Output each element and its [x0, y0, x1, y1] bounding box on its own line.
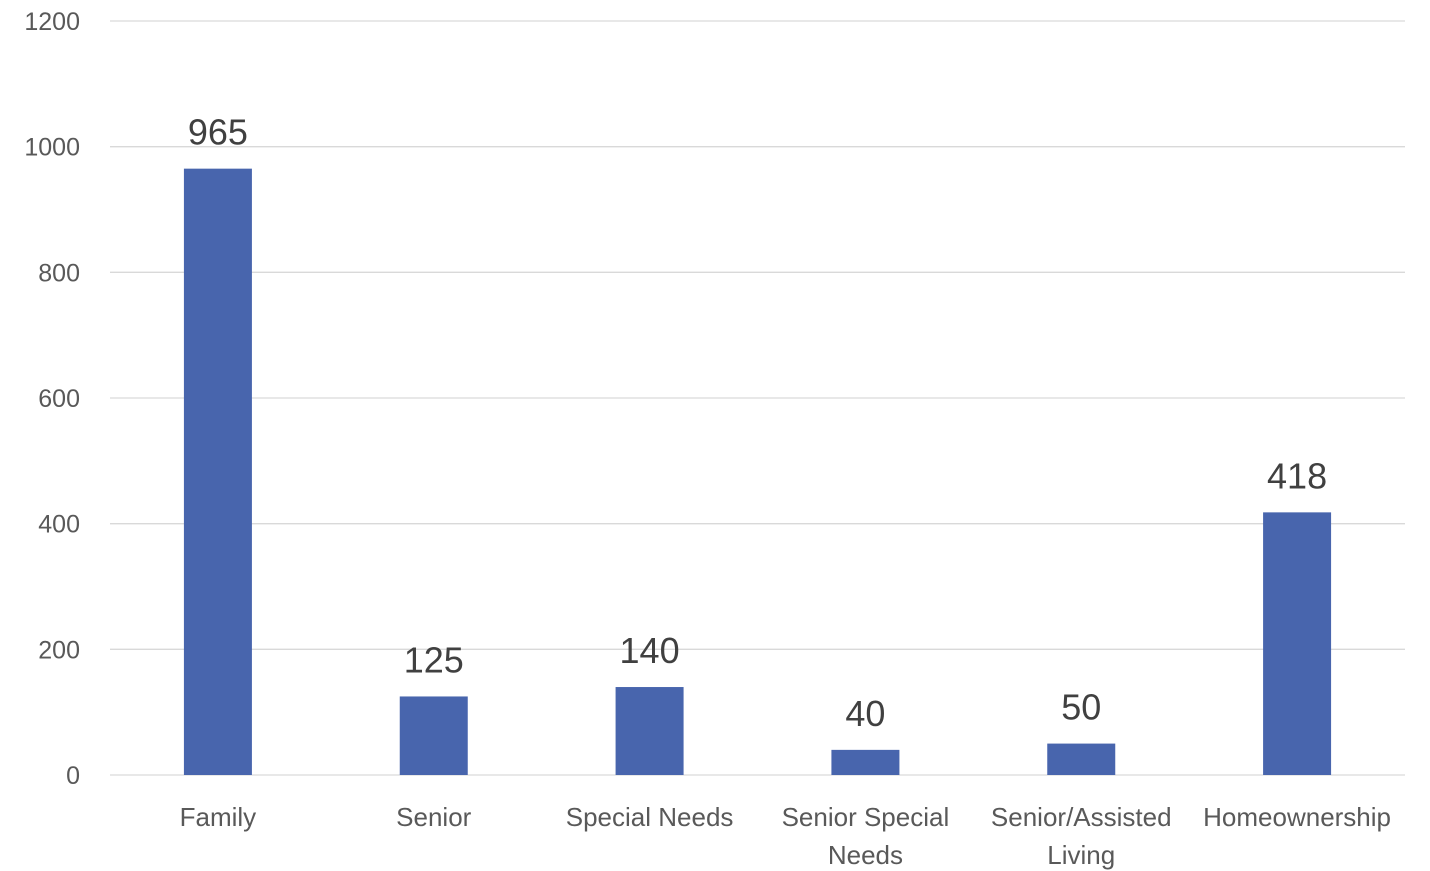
data-label-5: 418: [1267, 455, 1327, 496]
y-tick-label-800: 800: [38, 259, 80, 287]
category-label-3-line-1: Needs: [828, 840, 903, 870]
x-axis-category-labels: Family Senior Special Needs Senior Special N…: [180, 802, 1391, 870]
data-label-2: 140: [620, 630, 680, 671]
y-tick-label-400: 400: [38, 511, 80, 539]
bar-4: [1047, 743, 1116, 775]
category-label-1: Senior: [396, 802, 471, 832]
data-label-1: 125: [404, 639, 464, 680]
bar-3: [831, 749, 900, 775]
data-label-3: 40: [845, 693, 885, 734]
y-axis-tick-labels: 0 200 400 600 800 1000 1200: [24, 8, 80, 790]
y-tick-label-200: 200: [38, 636, 80, 664]
category-label-0: Family: [180, 802, 257, 832]
y-tick-label-1200: 1200: [24, 8, 80, 36]
category-label-5: Homeownership: [1203, 802, 1391, 832]
category-label-4-line-1: Living: [1047, 840, 1115, 870]
category-label-3-line-0: Senior Special: [782, 802, 950, 832]
y-tick-label-0: 0: [66, 762, 80, 790]
data-label-0: 965: [188, 112, 248, 153]
y-tick-label-600: 600: [38, 385, 80, 413]
bars: [183, 168, 1332, 776]
data-labels: 965 125 140 40 50 418: [188, 112, 1327, 734]
bar-0: [183, 168, 252, 776]
category-label-4-line-0: Senior/Assisted: [991, 802, 1172, 832]
bar-5: [1263, 512, 1332, 775]
gridlines: [110, 20, 1405, 776]
category-label-2: Special Needs: [566, 802, 734, 832]
y-tick-label-1000: 1000: [24, 134, 80, 162]
bar-1: [399, 696, 468, 775]
data-label-4: 50: [1061, 687, 1101, 728]
bar-2: [615, 687, 684, 775]
